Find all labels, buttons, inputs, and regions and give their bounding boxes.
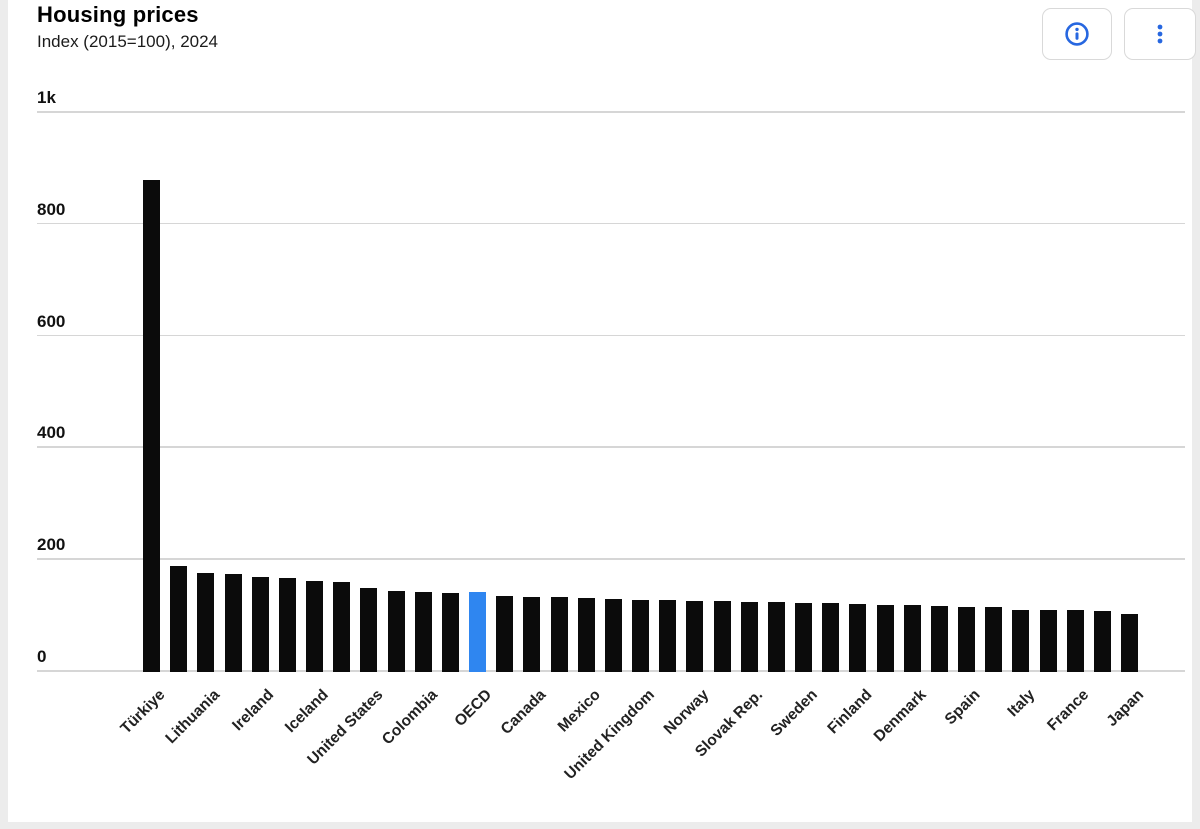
y-axis-tick-label: 1k <box>37 88 56 107</box>
bar-unlabeled-2[interactable] <box>170 566 188 672</box>
bar-spain[interactable] <box>958 606 976 672</box>
bar-canada[interactable] <box>523 596 541 672</box>
bar-norway[interactable] <box>686 600 704 672</box>
chart-area: 0 200 400 600 800 1k Türkiye Lithuania Ireland Ic… <box>8 0 1192 822</box>
y-axis-tick-label: 200 <box>37 535 66 555</box>
x-axis-label-japan: Japan <box>1103 686 1147 731</box>
x-axis-label-finland: Finland <box>824 686 876 738</box>
bar-unlabeled-32[interactable] <box>985 607 1003 672</box>
x-axis-label-denmark: Denmark <box>870 686 930 746</box>
bar-lithuania[interactable] <box>197 572 215 672</box>
bar-japan[interactable] <box>1121 613 1139 672</box>
bar-mexico[interactable] <box>577 598 595 672</box>
bar-sweden[interactable] <box>795 602 813 672</box>
bar-unlabeled-18[interactable] <box>604 599 622 672</box>
x-axis-label-canada: Canada <box>497 686 550 738</box>
gridline-1k <box>37 111 1185 113</box>
gridline-600 <box>37 334 1185 337</box>
x-axis-label-france: France <box>1044 686 1093 735</box>
bar-unlabeled-16[interactable] <box>550 597 568 672</box>
bar-unlabeled-6[interactable] <box>278 577 296 672</box>
bar-unlabeled-10[interactable] <box>387 591 405 672</box>
bar-finland[interactable] <box>849 604 867 672</box>
bar-iceland[interactable] <box>306 580 324 672</box>
bar-unlabeled-28[interactable] <box>876 605 894 672</box>
y-axis-tick-label: 400 <box>37 423 66 443</box>
bar-t-rkiye[interactable] <box>143 179 160 672</box>
bar-unlabeled-8[interactable] <box>333 581 351 672</box>
x-axis-label-norway: Norway <box>660 686 713 738</box>
x-axis-label-t-rkiye: Türkiye <box>117 686 169 738</box>
y-axis-tick-label: 0 <box>37 647 47 666</box>
y-axis-tick-label: 800 <box>37 199 66 219</box>
bar-france[interactable] <box>1066 610 1084 672</box>
bar-unlabeled-22[interactable] <box>713 601 731 672</box>
x-axis-label-spain: Spain <box>942 686 984 729</box>
x-axis-label-colombia: Colombia <box>378 686 441 749</box>
x-axis-label-iceland: Iceland <box>282 686 332 737</box>
chart-subtitle: Index (2015=100), 2024 <box>37 32 219 51</box>
bar-united-states[interactable] <box>360 588 378 672</box>
kebab-menu-icon <box>1148 20 1172 48</box>
bar-unlabeled-36[interactable] <box>1093 610 1111 672</box>
x-axis-label-lithuania: Lithuania <box>162 686 224 748</box>
x-axis-label-mexico: Mexico <box>554 686 604 736</box>
x-axis-label-sweden: Sweden <box>767 686 821 740</box>
bar-oecd[interactable] <box>469 592 487 672</box>
bar-unlabeled-24[interactable] <box>767 602 785 672</box>
bar-unlabeled-14[interactable] <box>496 596 514 672</box>
bar-italy[interactable] <box>1012 609 1030 672</box>
gridline-800 <box>37 222 1185 225</box>
bar-unlabeled-34[interactable] <box>1039 610 1057 672</box>
bar-unlabeled-20[interactable] <box>659 600 677 672</box>
bar-unlabeled-30[interactable] <box>930 606 948 672</box>
info-button[interactable] <box>1042 8 1112 60</box>
info-icon <box>1063 20 1091 48</box>
page-title: Housing prices <box>37 2 199 27</box>
gridline-200 <box>37 558 1185 560</box>
bar-unlabeled-4[interactable] <box>224 573 242 672</box>
x-axis-label-oecd: OECD <box>451 686 495 730</box>
x-axis-label-italy: Italy <box>1004 686 1039 721</box>
gridline-400 <box>37 446 1185 448</box>
kebab-menu-button[interactable] <box>1124 8 1196 60</box>
bar-unlabeled-12[interactable] <box>441 592 459 672</box>
x-axis-label-ireland: Ireland <box>229 686 278 735</box>
bar-united-kingdom[interactable] <box>632 599 650 672</box>
bar-slovak-rep-[interactable] <box>740 601 758 672</box>
chart-card: 0 200 400 600 800 1k Türkiye Lithuania Ireland Ic… <box>8 0 1196 822</box>
bar-colombia[interactable] <box>414 592 432 672</box>
bar-unlabeled-26[interactable] <box>822 603 840 672</box>
y-axis-tick-label: 600 <box>37 311 66 331</box>
bar-ireland[interactable] <box>251 577 269 672</box>
bar-denmark[interactable] <box>903 605 921 672</box>
